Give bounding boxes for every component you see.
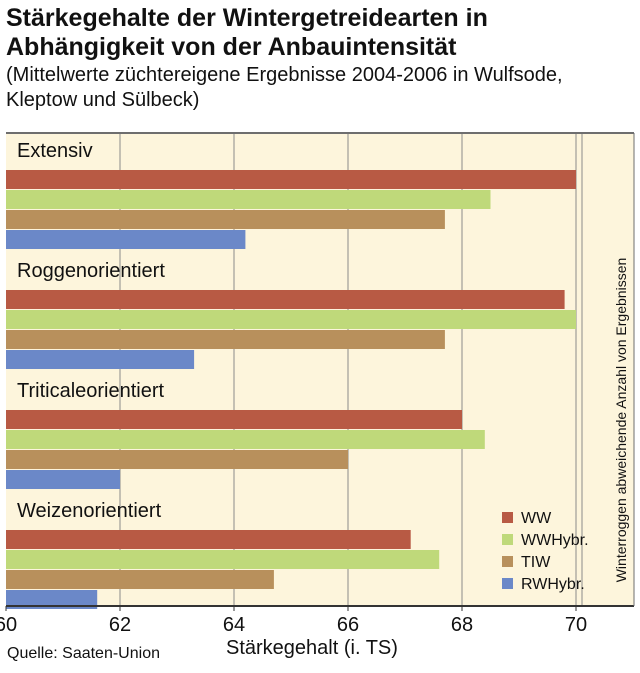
x-tick-label: 60 <box>0 614 17 636</box>
category-label: Weizenorientiert <box>17 500 162 522</box>
legend-label: WWHybr. <box>521 532 589 549</box>
bar <box>6 290 565 309</box>
bar <box>6 210 445 229</box>
bar <box>6 590 98 609</box>
title-line-1: Stärkegehalte der Wintergetreidearten in <box>6 4 488 32</box>
category-label: Triticaleorientiert <box>17 380 165 402</box>
bar <box>6 230 246 249</box>
x-tick-label: 62 <box>109 614 131 636</box>
bar <box>6 330 445 349</box>
source-note: Quelle: Saaten-Union <box>7 645 160 662</box>
category-label: Roggenorientiert <box>17 260 165 282</box>
legend-label: WW <box>521 510 552 527</box>
legend-swatch <box>502 578 513 589</box>
bar <box>6 170 576 189</box>
legend-swatch <box>502 512 513 523</box>
bar <box>6 310 576 329</box>
subtitle-line-1: (Mittelwerte züchtereigene Ergebnisse 20… <box>6 64 563 86</box>
bar <box>6 410 462 429</box>
bar <box>6 530 411 549</box>
x-axis-label: Stärkegehalt (i. TS) <box>226 637 398 659</box>
bar <box>6 470 120 489</box>
legend-label: RWHybr. <box>521 576 585 593</box>
title-line-2: Abhängigkeit von der Anbauintensität <box>6 33 457 61</box>
chart-subtitle: (Mittelwerte züchtereigene Ergebnisse 20… <box>6 63 636 113</box>
bar <box>6 450 348 469</box>
legend-label: TIW <box>521 554 551 571</box>
subtitle-line-2: Kleptow und Sülbeck) <box>6 89 200 111</box>
bar <box>6 570 274 589</box>
x-tick-label: 70 <box>565 614 587 636</box>
x-tick-label: 64 <box>223 614 245 636</box>
side-note: Winterroggen abweichende Anzahl von Erge… <box>613 258 629 583</box>
legend-swatch <box>502 556 513 567</box>
bar <box>6 550 440 569</box>
legend-swatch <box>502 534 513 545</box>
chart-title: Stärkegehalte der Wintergetreidearten in… <box>6 4 636 62</box>
bar <box>6 190 491 209</box>
x-tick-label: 68 <box>451 614 473 636</box>
bar <box>6 430 485 449</box>
bar <box>6 350 195 369</box>
x-tick-label: 66 <box>337 614 359 636</box>
category-label: Extensiv <box>17 140 93 162</box>
